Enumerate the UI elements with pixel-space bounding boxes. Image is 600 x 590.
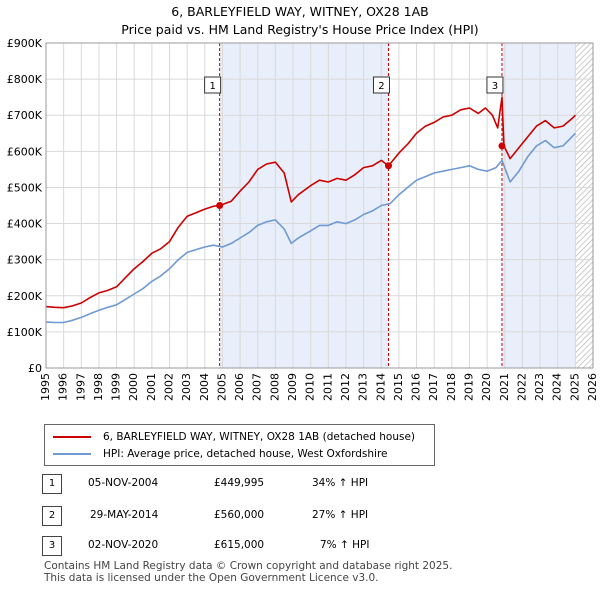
transaction-diff: 27% ↑ HPI <box>312 509 369 521</box>
x-tick-label: 2022 <box>515 373 528 401</box>
marker-box <box>372 76 390 94</box>
x-tick-label: 2010 <box>304 373 317 401</box>
x-tick-label: 2026 <box>586 373 599 401</box>
x-tick-label: 2019 <box>462 373 475 401</box>
x-tick-label: 2021 <box>498 373 511 401</box>
y-tick-label: £100K <box>7 326 43 339</box>
price-chart: 1 2 3 £0 £100K £200K £300K £400K £500K £600K £700K… <box>7 37 599 401</box>
sale-point <box>216 202 224 210</box>
x-tick-label: 2006 <box>233 373 246 401</box>
sale-point <box>498 142 506 150</box>
marker-box <box>486 76 504 94</box>
x-tick-label: 2020 <box>480 373 493 401</box>
x-tick-label: 2018 <box>445 373 458 401</box>
x-tick-label: 2023 <box>533 373 546 401</box>
y-tick-label: £0 <box>28 362 42 375</box>
transaction-price: £615,000 <box>214 539 265 551</box>
legend-item-property: 6, BARLEYFIELD WAY, WITNEY, OX28 1AB (de… <box>53 429 415 445</box>
x-tick-label: 2005 <box>215 373 228 401</box>
transaction-badge: 3 <box>42 536 62 556</box>
x-tick-label: 2002 <box>163 373 176 401</box>
legend-label-property: 6, BARLEYFIELD WAY, WITNEY, OX28 1AB (de… <box>103 431 416 443</box>
x-tick-label: 1996 <box>57 373 70 401</box>
y-tick-label: £700K <box>7 109 43 122</box>
marker-box <box>204 76 222 94</box>
legend-label-hpi: HPI: Average price, detached house, West… <box>103 448 388 460</box>
x-tick-label: 2001 <box>145 373 158 401</box>
x-tick-label: 2013 <box>357 373 370 401</box>
x-tick-label: 2014 <box>374 373 387 401</box>
x-tick-label: 1998 <box>92 373 105 401</box>
x-tick-label: 2015 <box>392 373 405 401</box>
marker-label: 3 <box>492 81 498 92</box>
footer-copyright: Contains HM Land Registry data © Crown c… <box>44 560 453 572</box>
x-tick-label: 1999 <box>110 373 123 401</box>
shaded-range <box>501 43 576 368</box>
y-tick-label: £400K <box>7 218 43 231</box>
x-tick-label: 2000 <box>127 373 140 401</box>
transaction-price: £449,995 <box>214 477 265 489</box>
legend-swatch-hpi <box>53 453 91 455</box>
y-tick-label: £300K <box>7 254 43 267</box>
series-line-property <box>45 96 576 309</box>
y-tick-label: £600K <box>7 145 43 158</box>
y-tick-label: £900K <box>7 37 43 50</box>
x-tick-label: 1997 <box>74 373 87 401</box>
transaction-diff: 34% ↑ HPI <box>312 477 369 489</box>
y-tick-label: £500K <box>7 181 43 194</box>
chart-subtitle: Price paid vs. HM Land Registry's House … <box>121 22 479 37</box>
transaction-date: 02-NOV-2020 <box>88 539 159 551</box>
x-tick-label: 2017 <box>427 373 440 401</box>
x-tick-label: 2009 <box>286 373 299 401</box>
legend-swatch-property <box>53 436 91 438</box>
transaction-date: 05-NOV-2004 <box>88 477 159 489</box>
x-tick-label: 2003 <box>180 373 193 401</box>
x-tick-label: 2016 <box>410 373 423 401</box>
y-tick-label: £800K <box>7 73 43 86</box>
series-line-hpi <box>45 132 576 324</box>
x-tick-label: 2007 <box>251 373 264 401</box>
x-tick-label: 2025 <box>568 373 581 401</box>
transaction-badge: 2 <box>42 506 62 526</box>
transaction-badge: 1 <box>42 474 62 494</box>
legend-item-hpi: HPI: Average price, detached house, West… <box>53 446 388 462</box>
x-tick-label: 2024 <box>551 373 564 401</box>
x-tick-label: 2012 <box>339 373 352 401</box>
legend: 6, BARLEYFIELD WAY, WITNEY, OX28 1AB (de… <box>44 424 435 466</box>
x-tick-label: 2008 <box>268 373 281 401</box>
transaction-date: 29-MAY-2014 <box>90 509 159 521</box>
transaction-diff: 7% ↑ HPI <box>320 539 370 551</box>
chart-title: 6, BARLEYFIELD WAY, WITNEY, OX28 1AB <box>171 4 429 19</box>
plot-frame <box>45 42 594 369</box>
sale-point <box>384 162 392 170</box>
x-tick-label: 2011 <box>321 373 334 401</box>
footer-license: This data is licensed under the Open Gov… <box>44 572 379 584</box>
forecast-hatch <box>575 43 593 368</box>
x-tick-label: 2004 <box>198 373 211 401</box>
x-tick-label: 1995 <box>39 373 52 401</box>
transaction-price: £560,000 <box>214 509 265 521</box>
marker-label: 1 <box>209 81 215 92</box>
y-tick-label: £200K <box>7 290 43 303</box>
marker-label: 2 <box>378 81 384 92</box>
shaded-range <box>219 43 389 368</box>
